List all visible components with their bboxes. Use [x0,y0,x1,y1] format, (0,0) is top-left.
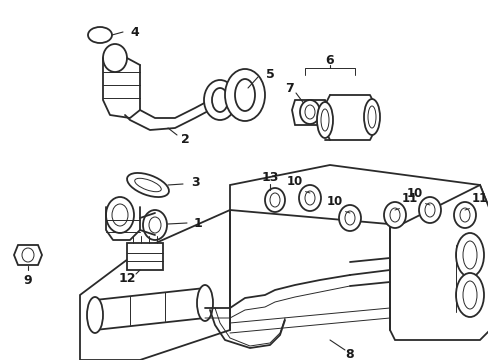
Text: 11: 11 [471,193,487,206]
Ellipse shape [22,248,34,262]
Ellipse shape [127,173,169,197]
Text: 3: 3 [190,176,199,189]
Polygon shape [389,185,488,340]
Ellipse shape [459,208,469,222]
Ellipse shape [212,88,227,112]
Ellipse shape [298,185,320,211]
Ellipse shape [135,178,161,192]
Ellipse shape [424,203,434,217]
Text: 10: 10 [286,175,303,189]
Ellipse shape [235,79,254,111]
Ellipse shape [103,44,127,72]
Ellipse shape [299,100,319,124]
Ellipse shape [367,106,375,128]
Text: 4: 4 [130,26,139,39]
Ellipse shape [363,99,379,135]
Ellipse shape [418,197,440,223]
Ellipse shape [462,281,476,309]
Text: 2: 2 [180,134,189,147]
Text: 11: 11 [401,193,417,206]
Polygon shape [291,100,327,125]
Ellipse shape [106,197,134,233]
Ellipse shape [455,233,483,277]
Text: 10: 10 [326,195,343,208]
Ellipse shape [142,210,167,240]
Ellipse shape [149,217,161,233]
Ellipse shape [345,211,354,225]
Polygon shape [127,243,163,270]
Ellipse shape [338,205,360,231]
Ellipse shape [197,285,213,321]
Text: 9: 9 [23,274,32,287]
Text: 8: 8 [345,348,354,360]
Ellipse shape [112,204,128,226]
Text: 1: 1 [193,217,202,230]
Ellipse shape [87,297,103,333]
Ellipse shape [203,80,236,120]
Ellipse shape [455,273,483,317]
Text: 7: 7 [285,81,294,94]
Text: 6: 6 [325,54,334,67]
Ellipse shape [453,202,475,228]
Text: 10: 10 [406,188,422,201]
Ellipse shape [305,191,314,205]
Ellipse shape [264,188,285,212]
Ellipse shape [462,241,476,269]
Text: 5: 5 [265,68,274,81]
Text: 12: 12 [118,271,136,284]
Ellipse shape [383,202,405,228]
Ellipse shape [224,69,264,121]
Polygon shape [80,210,229,360]
Polygon shape [14,245,42,265]
Ellipse shape [269,193,280,207]
Text: 13: 13 [261,171,278,184]
Ellipse shape [316,102,332,138]
Ellipse shape [320,109,328,131]
Ellipse shape [389,208,399,222]
Ellipse shape [305,105,314,119]
Polygon shape [229,165,488,225]
